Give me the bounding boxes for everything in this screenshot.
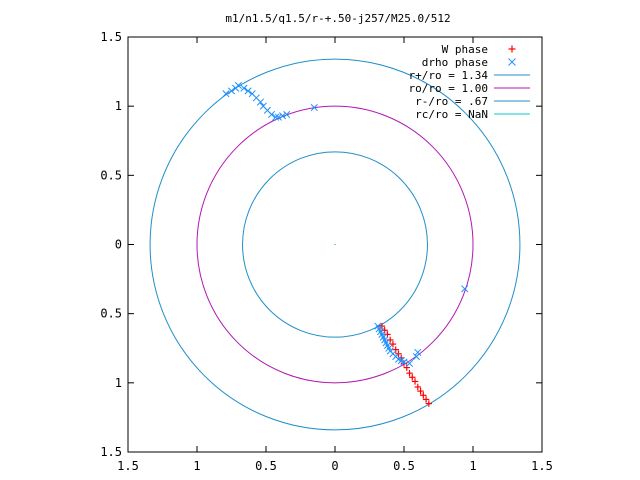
w-phase-point <box>406 369 413 377</box>
cross-b <box>283 110 291 119</box>
drho-phase-point <box>234 81 242 89</box>
cross-b <box>267 110 276 119</box>
drho-phase-point <box>244 87 252 95</box>
w-phase-point <box>411 378 419 385</box>
drho-phase-point <box>405 359 414 368</box>
legend-label: drho phase <box>422 56 488 69</box>
radius-circles <box>149 58 521 431</box>
radius-circle <box>242 151 428 338</box>
x-tick-label: 0.5 <box>393 459 415 473</box>
legend-label: ro/ro = 1.00 <box>409 82 488 95</box>
cross-b <box>414 348 422 356</box>
chart-title: m1/n1.5/q1.5/r-+.50-j257/M25.0/512 <box>225 12 450 25</box>
cross-b <box>240 84 248 92</box>
w-phase-point <box>392 346 399 353</box>
legend-label: r-/ro = .67 <box>415 95 488 108</box>
drho-phase-point <box>412 352 420 361</box>
cross-b <box>256 98 265 106</box>
cross-b <box>394 355 403 363</box>
cross-b <box>227 87 236 95</box>
drho-phase-point <box>227 87 236 95</box>
x-tick-label: 1 <box>193 459 200 473</box>
cross-b <box>379 333 387 341</box>
legend-label: W phase <box>442 43 488 56</box>
cross-b <box>274 113 282 121</box>
y-tick-label: 0.5 <box>100 168 122 182</box>
cross-b <box>375 325 383 333</box>
w-phase-point <box>422 396 430 403</box>
legend-cross-b <box>508 58 516 66</box>
radius-circle <box>196 105 474 384</box>
drho-phase-point <box>283 110 291 119</box>
w-phase-point <box>425 400 433 407</box>
x-tick-label: 1 <box>469 459 476 473</box>
cross-b <box>252 94 260 102</box>
cross-b <box>272 113 280 121</box>
cross-b <box>400 358 408 366</box>
drho-phase-point <box>310 103 318 112</box>
cross-b <box>405 359 414 368</box>
cross-b <box>222 90 230 98</box>
data-points <box>222 81 469 407</box>
drho-phase-point <box>279 112 287 120</box>
y-tick-label: 0.5 <box>100 307 122 321</box>
cross-b <box>385 344 393 352</box>
y-tick-label: 1.5 <box>100 445 122 459</box>
cross-b <box>263 106 271 114</box>
cross-b <box>310 103 318 112</box>
cross-b <box>461 285 469 293</box>
cross-b <box>259 102 267 110</box>
x-tick-label: 0.5 <box>255 459 277 473</box>
cross-b <box>382 339 390 347</box>
cross-b <box>397 357 405 365</box>
cross-b <box>381 336 389 344</box>
x-tick-label: 1.5 <box>531 459 553 473</box>
drho-phase-point <box>256 98 265 106</box>
y-tick-label: 1 <box>115 376 122 390</box>
cross-b <box>412 352 420 361</box>
legend-label: rc/ro = NaN <box>415 108 488 121</box>
y-tick-label: 1.5 <box>100 30 122 44</box>
w-phase-point <box>389 340 397 348</box>
drho-phase-point <box>414 348 422 356</box>
axis-ticks: 1.5 1 0.5 0 0.5 1 1.51.510.500.511.5 <box>100 30 553 473</box>
drho-phase-point <box>274 113 282 121</box>
y-tick-label: 0 <box>115 238 122 252</box>
x-tick-label: 1.5 <box>117 459 139 473</box>
cross-b <box>378 330 386 338</box>
legend-label: r+/ro = 1.34 <box>409 69 489 82</box>
cross-b <box>234 81 242 89</box>
w-phase-point <box>417 387 424 395</box>
cross-b <box>248 90 256 98</box>
w-phase-point <box>409 374 416 381</box>
cross-b <box>376 328 385 336</box>
w-phase-point <box>420 392 427 399</box>
drho-phase-point <box>272 113 280 121</box>
y-tick-label: 1 <box>115 99 122 113</box>
cross-b <box>244 87 252 95</box>
radius-circle <box>149 58 521 431</box>
cross-b <box>383 341 391 350</box>
cross-b <box>279 112 287 120</box>
w-phase-point <box>414 383 421 391</box>
origin-dot <box>334 243 336 246</box>
drho-phase-point <box>240 84 248 92</box>
cross-b <box>374 322 382 330</box>
drho-phase-point <box>222 90 230 98</box>
drho-phase-point <box>461 285 469 293</box>
drho-phase-point <box>400 358 408 366</box>
drho-phase-point <box>267 110 276 119</box>
x-tick-label: 0 <box>331 459 338 473</box>
